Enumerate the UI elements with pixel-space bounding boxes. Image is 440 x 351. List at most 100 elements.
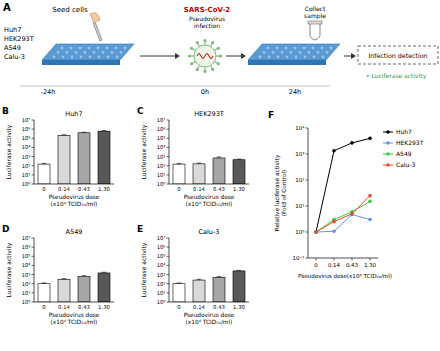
y-tick <box>32 302 35 303</box>
x-axis-label: Pseudovirus dose(x10⁴ TCID₅₀/ml) <box>298 273 392 279</box>
plate-side <box>248 60 326 65</box>
marker <box>314 230 318 234</box>
x-tick-label: 0.43 <box>213 186 225 192</box>
y-tick-label: 10² <box>295 177 304 183</box>
plot-area <box>173 270 245 302</box>
error-cap <box>62 134 67 135</box>
y-tick-label: 10⁰ <box>157 299 166 305</box>
y-tick <box>32 292 35 293</box>
error-bar <box>42 282 47 284</box>
y-tick <box>167 147 170 148</box>
time-label: 0h <box>201 88 209 96</box>
panel-label: A <box>3 2 11 13</box>
x-axis <box>169 184 249 185</box>
y-tick <box>167 184 170 185</box>
error-cap <box>177 163 182 164</box>
virus-spike-head <box>190 62 193 65</box>
well <box>61 47 64 50</box>
well <box>259 56 262 59</box>
marker <box>350 213 354 217</box>
x-axis <box>34 184 114 185</box>
chart-title: A549 <box>66 228 83 236</box>
y-tick-label: 10⁴ <box>157 262 166 268</box>
error-cap <box>177 282 182 283</box>
y-tick-label: 10¹ <box>295 203 304 209</box>
y-tick-label: 10² <box>157 163 166 169</box>
error-bar <box>82 132 87 134</box>
well <box>267 47 270 50</box>
virus-spike-head <box>188 54 191 57</box>
x-axis-label: Pseudovirus dose <box>49 194 100 200</box>
well <box>120 51 123 54</box>
bar <box>98 131 110 184</box>
y-tick-label: 10⁵ <box>157 135 166 141</box>
seed-label: Seed cells <box>52 6 88 14</box>
well <box>79 47 82 50</box>
y-axis-label: Luciferase activity <box>5 242 13 297</box>
x-tick-label: 0 <box>42 186 46 192</box>
well <box>285 47 288 50</box>
marker <box>368 137 372 141</box>
well <box>98 56 101 59</box>
well <box>321 47 324 50</box>
y-tick-label: 10³ <box>157 272 166 278</box>
y-tick <box>32 165 35 166</box>
collect-label: Collect <box>305 5 326 12</box>
well <box>53 56 56 59</box>
y-tick <box>167 156 170 157</box>
y-tick <box>306 180 309 181</box>
y-tick-label: 10⁵ <box>22 135 31 141</box>
x-axis-label: Pseudovirus dose <box>184 312 235 318</box>
x-tick <box>352 258 353 261</box>
y-tick <box>167 292 170 293</box>
y-tick <box>167 283 170 284</box>
x-tick-label: 0 <box>177 186 181 192</box>
collect-label: sample <box>304 12 326 20</box>
virus-spike-head <box>203 70 206 73</box>
legend-marker <box>386 152 390 156</box>
chart-title: HEK293T <box>194 110 224 118</box>
y-tick <box>167 265 170 266</box>
well <box>111 51 114 54</box>
error-cap <box>82 275 87 276</box>
marker <box>314 230 318 234</box>
bar <box>58 279 70 302</box>
cell-line: Huh7 <box>4 26 21 34</box>
virus-label: SARS-CoV-2 <box>184 6 231 14</box>
bar <box>193 164 205 184</box>
y-tick <box>167 238 170 239</box>
well <box>263 51 266 54</box>
y-tick <box>167 302 170 303</box>
y-tick <box>32 274 35 275</box>
y-tick-label: 10² <box>22 281 31 287</box>
x-axis-label: Pseudovirus dose <box>184 194 235 200</box>
y-tick-label: 10⁵ <box>157 253 166 259</box>
error-cap <box>82 132 87 133</box>
marker <box>332 229 336 233</box>
arrow-head <box>175 53 180 59</box>
x-tick-label: 1.30 <box>98 186 110 192</box>
y-tick-label: 10⁷ <box>22 235 31 241</box>
error-cap <box>102 130 107 131</box>
legend-marker <box>386 141 390 145</box>
bar <box>98 273 110 302</box>
well <box>304 56 307 59</box>
error-cap <box>217 276 222 277</box>
error-bar <box>102 272 107 274</box>
y-tick <box>32 238 35 239</box>
y-tick-label: 10¹ <box>22 172 31 178</box>
plate <box>42 44 134 60</box>
well <box>116 56 119 59</box>
well <box>313 56 316 59</box>
y-tick-label: 10⁴ <box>22 262 31 268</box>
well <box>308 51 311 54</box>
x-tick-label: 1.30 <box>98 304 110 310</box>
well <box>312 47 315 50</box>
timeline <box>20 86 330 87</box>
y-tick <box>32 174 35 175</box>
x-tick-label: 0.14 <box>193 304 205 310</box>
x-axis-label: Pseudovirus dose <box>49 312 100 318</box>
well <box>276 47 279 50</box>
y-tick-label: 10¹ <box>157 172 166 178</box>
x-tick-label: 0 <box>42 304 46 310</box>
